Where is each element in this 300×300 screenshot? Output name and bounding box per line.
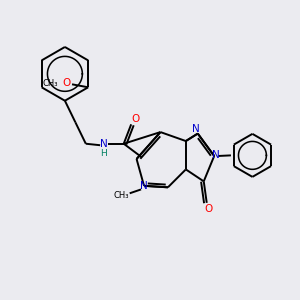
Text: N: N [192,124,200,134]
Text: O: O [131,114,140,124]
Text: CH₃: CH₃ [43,79,58,88]
Text: O: O [62,78,70,88]
Text: N: N [140,181,148,191]
Text: CH₃: CH₃ [113,190,129,200]
Text: N: N [100,139,108,149]
Text: N: N [212,150,220,161]
Text: H: H [100,149,106,158]
Text: O: O [204,204,212,214]
